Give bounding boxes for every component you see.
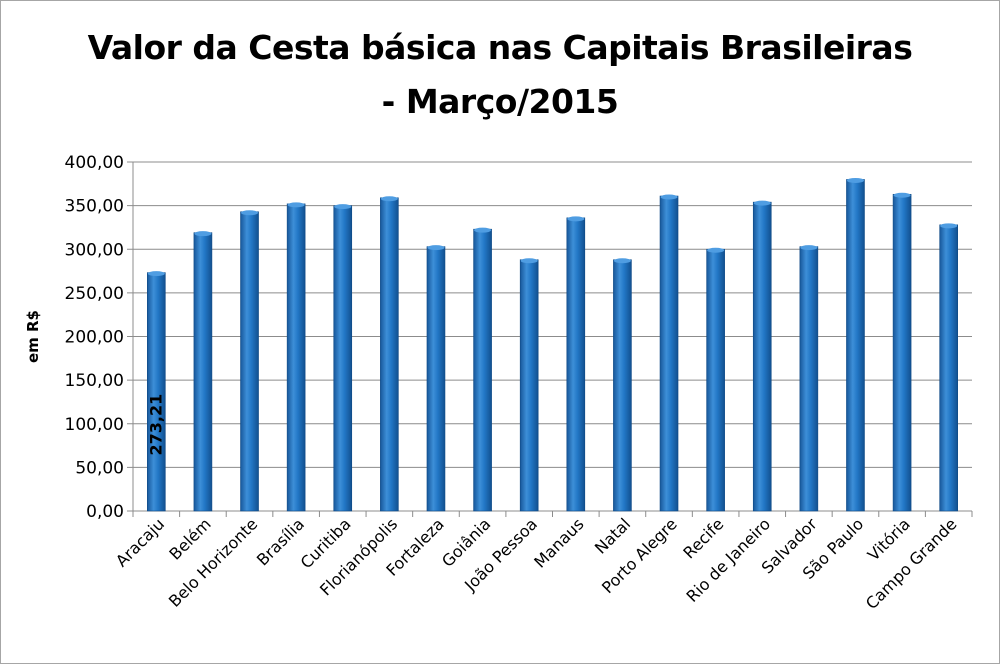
bar-cap	[194, 231, 212, 237]
bar	[380, 197, 399, 512]
y-tick-label: 0,00	[86, 502, 124, 522]
y-tick-label: 400,00	[65, 153, 124, 173]
data-label: 273,21	[146, 394, 165, 456]
bar	[892, 193, 912, 512]
bar-cap	[707, 247, 725, 253]
bar-cap	[380, 196, 398, 202]
category-label: Natal	[591, 514, 634, 557]
bar-cap	[753, 200, 771, 206]
bar-cap	[287, 202, 305, 208]
bar	[613, 259, 632, 512]
y-tick-label: 250,00	[65, 284, 124, 304]
bar	[473, 228, 492, 512]
bar	[706, 248, 725, 512]
bar-cap	[660, 194, 678, 200]
y-tick-label: 150,00	[65, 371, 124, 391]
y-tick-label: 100,00	[65, 415, 124, 435]
category-label: Aracaju	[112, 514, 168, 570]
bar-cap	[567, 216, 585, 222]
gridlines	[133, 161, 972, 512]
bar	[799, 246, 819, 512]
bar-cap	[846, 177, 864, 183]
bar	[519, 259, 539, 512]
axes	[127, 161, 973, 517]
y-tick-label: 200,00	[65, 328, 124, 348]
bar-cap	[613, 258, 631, 264]
category-label: Manaus	[530, 514, 587, 571]
bar	[426, 246, 446, 512]
bar-cap	[147, 271, 165, 277]
bar-cap	[800, 245, 818, 251]
bar	[752, 201, 772, 512]
bar	[286, 203, 306, 512]
bar	[193, 232, 213, 512]
bar	[659, 195, 679, 512]
bar-cap	[241, 210, 259, 216]
bar	[939, 224, 958, 512]
bar-cap	[334, 204, 352, 210]
y-tick-label: 300,00	[65, 240, 124, 260]
bar-cap	[520, 258, 538, 264]
bar	[566, 217, 586, 512]
bar	[333, 205, 353, 512]
bar	[147, 272, 166, 512]
bar	[846, 179, 865, 512]
y-axis-label: em R$	[24, 310, 42, 363]
bars	[147, 177, 958, 512]
bar	[240, 211, 259, 512]
bar-cap	[940, 223, 958, 229]
bar-cap	[893, 192, 911, 198]
y-tick-label: 350,00	[65, 197, 124, 217]
bar-cap	[474, 227, 492, 233]
bar-cap	[427, 245, 445, 251]
chart-title-line-2: - Março/2015	[381, 82, 619, 121]
chart-title-line-1: Valor da Cesta básica nas Capitais Brasi…	[87, 28, 913, 67]
y-tick-label: 50,00	[75, 458, 124, 478]
